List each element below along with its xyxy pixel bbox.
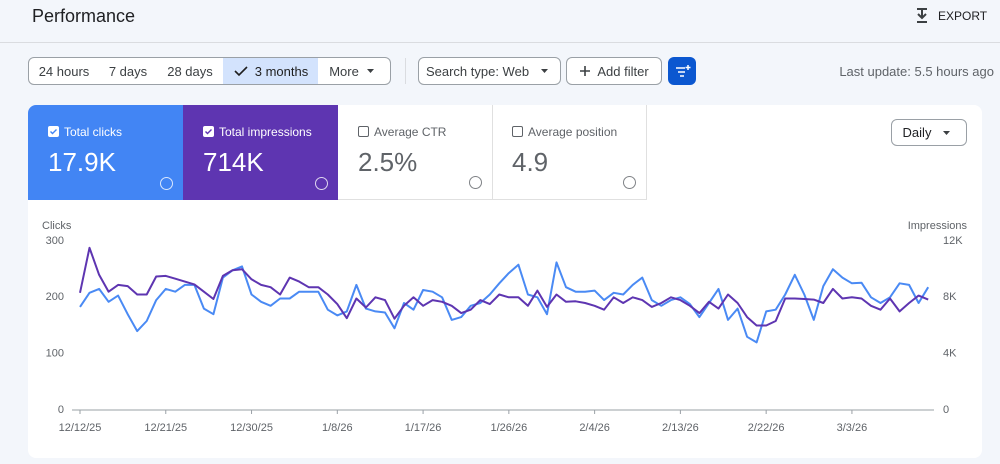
checkbox <box>512 126 523 137</box>
metric-value: 4.9 <box>512 147 549 177</box>
page-title: Performance <box>32 6 136 26</box>
granularity-label: Daily <box>902 125 932 140</box>
search-type-button[interactable]: Search type: Web <box>418 57 561 85</box>
x-tick-label: 1/26/26 <box>490 422 527 434</box>
range-button-selected[interactable]: 3 months <box>223 57 319 85</box>
y2-tick-label: 0 <box>943 404 949 416</box>
metric-value: 714K <box>203 147 264 177</box>
search-type-label: Search type: Web <box>425 63 530 79</box>
divider <box>0 42 1000 43</box>
metric-value: 17.9K <box>48 147 116 177</box>
export-button[interactable]: EXPORT <box>914 7 994 25</box>
checkbox-checked <box>203 126 214 137</box>
x-tick-label: 1/8/26 <box>322 422 353 434</box>
metric-label: Total clicks <box>64 125 123 139</box>
range-label: 28 days <box>167 63 213 79</box>
dropdown-arrow <box>366 69 374 73</box>
checkbox-checked <box>48 126 59 137</box>
metric-label: Average CTR <box>374 125 447 139</box>
range-button[interactable]: 28 days <box>157 57 224 85</box>
last-update: Last update: 5.5 hours ago <box>839 64 994 79</box>
metric-label: Average position <box>528 125 618 139</box>
y-tick-label: 100 <box>46 348 64 360</box>
metric-tile[interactable]: Total clicks 17.9K <box>28 105 183 200</box>
y-axis-title: Clicks <box>42 220 72 232</box>
export-label: EXPORT <box>938 9 988 23</box>
help-icon[interactable] <box>160 177 173 190</box>
separator <box>405 58 406 84</box>
download-icon <box>917 8 927 23</box>
filter-icon <box>676 65 691 77</box>
y2-tick-label: 4K <box>943 348 957 360</box>
range-button[interactable]: 24 hours <box>28 57 100 85</box>
help-icon[interactable] <box>469 176 482 189</box>
metric-tile[interactable]: Total impressions 714K <box>183 105 338 200</box>
more-button[interactable]: More <box>318 57 391 85</box>
x-tick-label: 12/30/25 <box>230 422 273 434</box>
y-tick-label: 200 <box>46 291 64 303</box>
y-tick-label: 0 <box>58 404 64 416</box>
dropdown-arrow <box>541 69 549 73</box>
check-icon <box>234 66 248 77</box>
add-filter-button[interactable]: Add filter <box>566 57 662 85</box>
dropdown-arrow <box>943 130 951 135</box>
range-label: 3 months <box>254 63 309 79</box>
x-tick-label: 12/21/25 <box>144 422 187 434</box>
x-tick-label: 2/4/26 <box>579 422 610 434</box>
x-tick-label: 2/22/26 <box>748 422 785 434</box>
more-label: More <box>329 63 359 79</box>
y-tick-label: 300 <box>46 235 64 247</box>
checkbox <box>358 126 369 137</box>
metric-tile[interactable]: Average position 4.9 <box>492 105 647 200</box>
metric-label: Total impressions <box>219 125 312 139</box>
y2-axis-title: Impressions <box>908 220 968 232</box>
series-line <box>79 261 930 344</box>
metric-value: 2.5% <box>358 147 418 177</box>
range-button[interactable]: 7 days <box>99 57 158 85</box>
range-label: 7 days <box>108 63 148 79</box>
x-tick-label: 3/3/26 <box>837 422 868 434</box>
add-filter-label: Add filter <box>597 63 649 79</box>
x-tick-label: 2/13/26 <box>662 422 699 434</box>
range-label: 24 hours <box>38 63 90 79</box>
filter-settings-button[interactable] <box>668 57 696 85</box>
metric-tile[interactable]: Average CTR 2.5% <box>338 105 493 200</box>
series-line <box>79 246 929 327</box>
help-icon[interactable] <box>315 177 328 190</box>
help-icon[interactable] <box>623 176 636 189</box>
y2-tick-label: 12K <box>943 235 963 247</box>
y2-tick-label: 8K <box>943 291 957 303</box>
plus-icon <box>580 66 591 76</box>
x-tick-label: 12/12/25 <box>59 422 102 434</box>
granularity-dropdown[interactable]: Daily <box>891 119 967 146</box>
x-tick-label: 1/17/26 <box>405 422 442 434</box>
